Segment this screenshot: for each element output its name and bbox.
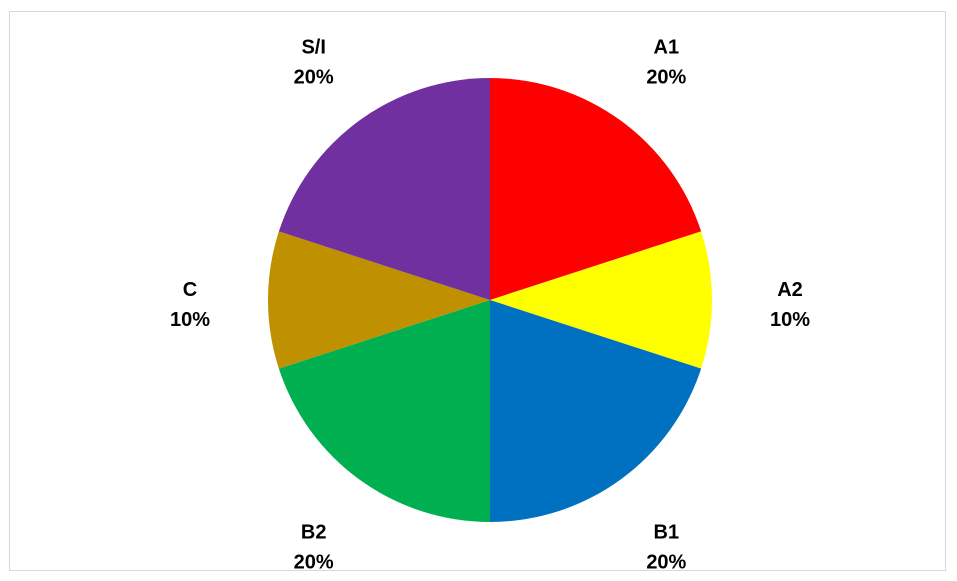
- category-label: A2: [777, 279, 803, 301]
- percent-label: 20%: [646, 552, 686, 574]
- category-label: S/I: [301, 36, 325, 58]
- data-label-s-i: S/I 20%: [294, 36, 334, 88]
- percent-label: 10%: [170, 309, 210, 331]
- percent-label: 20%: [294, 66, 334, 88]
- percent-label: 20%: [646, 66, 686, 88]
- data-label-b1: B1 20%: [646, 522, 686, 574]
- pie-slice-a1: [490, 78, 702, 300]
- pie-slice-b2: [278, 300, 490, 522]
- category-label: A1: [654, 36, 680, 58]
- data-label-a1: A1 20%: [646, 36, 686, 88]
- data-label-a2: A2 10%: [770, 279, 810, 331]
- pie-slice-c: [268, 231, 490, 369]
- pie-slice-a2: [490, 231, 712, 369]
- category-label: C: [183, 279, 197, 301]
- pie-slices: [268, 78, 712, 522]
- pie-slice-b1: [490, 300, 702, 522]
- percent-label: 20%: [294, 552, 334, 574]
- data-label-b2: B2 20%: [294, 522, 334, 574]
- data-label-c: C 10%: [170, 279, 210, 331]
- category-label: B2: [301, 522, 327, 544]
- percent-label: 10%: [770, 309, 810, 331]
- category-label: B1: [654, 522, 680, 544]
- pie-slice-s-i: [278, 78, 490, 300]
- pie-labels: A1 20%A2 10%B1 20%B2 20%C 10%S/I 20%: [170, 36, 810, 573]
